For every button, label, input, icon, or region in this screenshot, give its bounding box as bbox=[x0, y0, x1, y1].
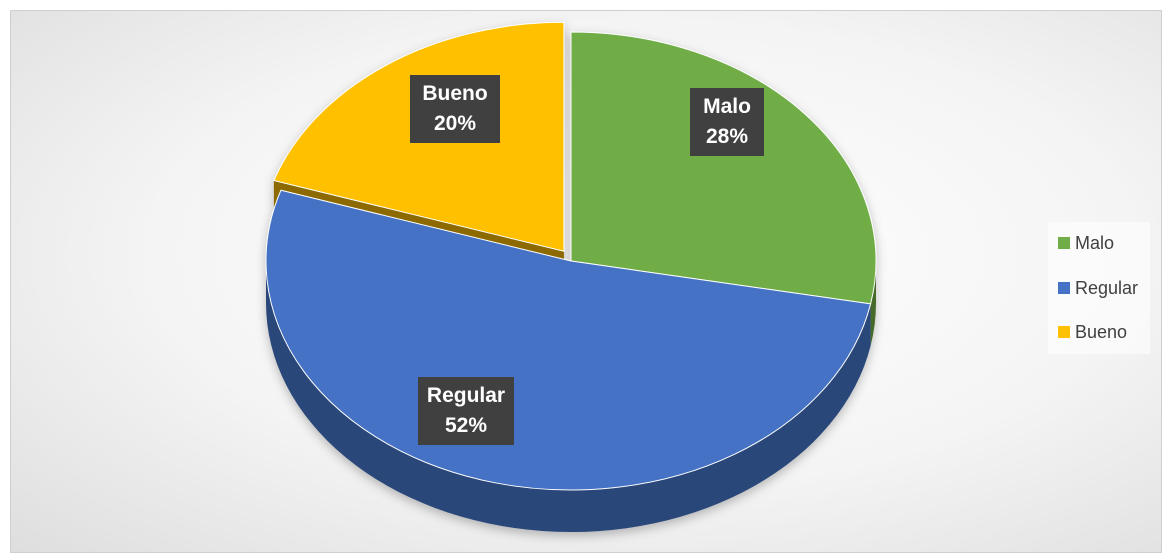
data-label-regular-pct: 52% bbox=[444, 414, 488, 437]
pie-slice-regular bbox=[265, 189, 872, 491]
data-label-malo: Malo 28% bbox=[690, 88, 764, 156]
legend: Malo Regular Bueno bbox=[1048, 222, 1150, 354]
legend-item-bueno: Bueno bbox=[1058, 321, 1127, 343]
legend-label-regular: Regular bbox=[1075, 277, 1139, 298]
legend-label-bueno: Bueno bbox=[1075, 321, 1128, 342]
legend-label-malo: Malo bbox=[1075, 232, 1115, 253]
legend-swatch-malo bbox=[1058, 237, 1070, 249]
pie-side-malo bbox=[870, 261, 876, 346]
data-label-malo-pct: 28% bbox=[705, 125, 749, 148]
data-label-malo-name: Malo bbox=[703, 95, 751, 118]
legend-swatch-regular bbox=[1058, 282, 1070, 294]
data-label-regular-name: Regular bbox=[426, 384, 506, 407]
pie-side-regular bbox=[266, 261, 871, 532]
pie-slice-malo bbox=[570, 31, 877, 305]
legend-swatch-bueno bbox=[1058, 326, 1070, 338]
data-label-bueno-name: Bueno bbox=[422, 82, 488, 105]
data-label-bueno-pct: 20% bbox=[433, 112, 477, 135]
legend-item-malo: Malo bbox=[1058, 232, 1114, 254]
data-label-regular: Regular 52% bbox=[418, 377, 514, 445]
legend-item-regular: Regular bbox=[1058, 277, 1138, 299]
data-label-bueno: Bueno 20% bbox=[410, 75, 500, 143]
